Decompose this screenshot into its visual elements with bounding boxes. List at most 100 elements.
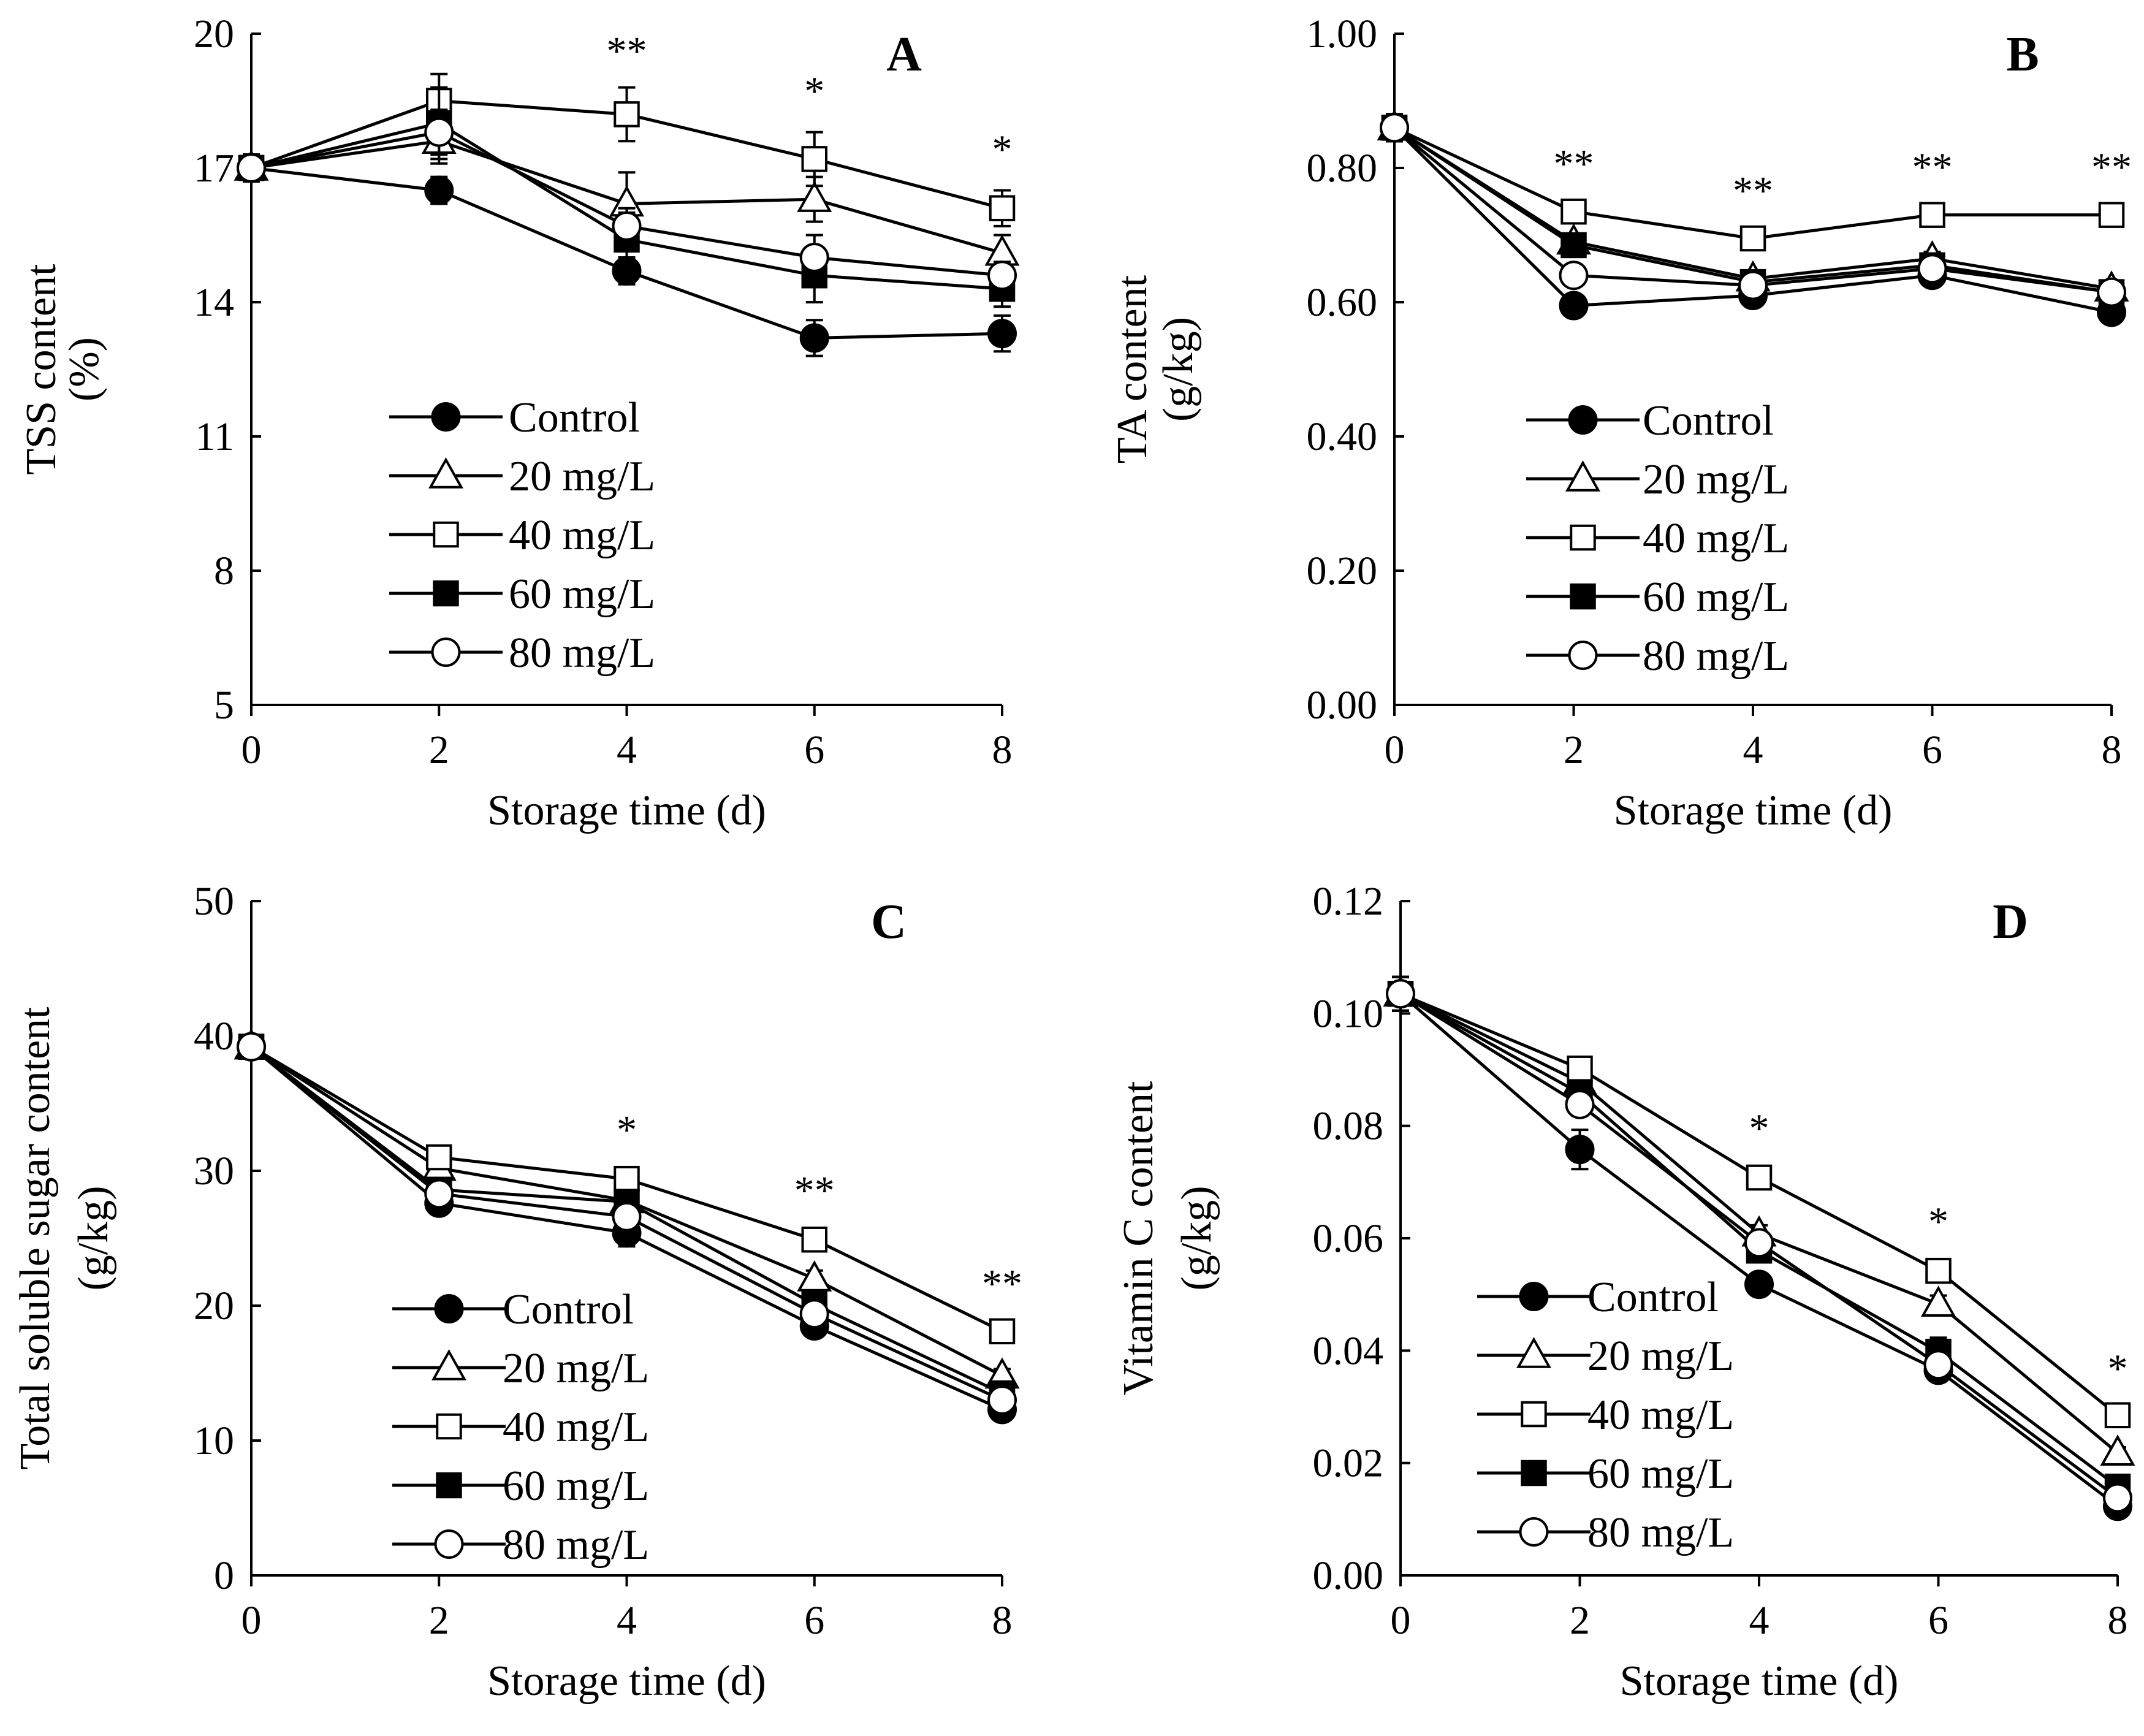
data-point	[1738, 270, 1768, 300]
legend: Control 20 mg/L 40 mg/L 60 mg/L 80 mg/L	[389, 394, 655, 677]
data-point	[801, 1226, 827, 1253]
legend-item: Control	[1526, 397, 1774, 444]
data-point	[799, 323, 829, 353]
data-point	[1559, 291, 1589, 321]
y-axis-title-line: (%)	[61, 337, 108, 402]
legend-item: Control	[392, 1286, 634, 1333]
x-axis-title: Storage time (d)	[487, 1658, 766, 1705]
x-tick-label: 4	[1743, 728, 1763, 772]
data-point	[797, 1260, 832, 1292]
significance-mark: **	[794, 1168, 835, 1213]
legend-marker	[434, 1529, 464, 1559]
legend-item: 80 mg/L	[1526, 633, 1789, 680]
legend-item: 60 mg/L	[392, 1463, 649, 1510]
legend-label: 80 mg/L	[1643, 633, 1789, 680]
data-point	[1925, 1257, 1952, 1284]
legend-item: 40 mg/L	[392, 1404, 649, 1451]
x-tick-label: 8	[2102, 728, 2122, 772]
data-point	[2098, 202, 2125, 228]
data-point	[1565, 1135, 1595, 1165]
series-line	[1400, 992, 2119, 1417]
legend-marker	[1570, 583, 1596, 610]
y-tick-label: 20	[194, 12, 234, 56]
legend-label: 20 mg/L	[1643, 456, 1789, 503]
legend-marker	[1519, 1517, 1549, 1547]
legend-label: Control	[509, 394, 640, 441]
x-tick-label: 4	[1749, 1598, 1770, 1643]
legend-marker	[1570, 524, 1596, 551]
data-point	[987, 319, 1017, 349]
data-point	[1744, 1228, 1774, 1258]
y-axis-title-line: (g/kg)	[1155, 317, 1202, 422]
y-tick-label: 20	[194, 1284, 234, 1328]
x-tick-label: 6	[804, 728, 824, 772]
y-axis-title-line: Vitamin C content	[1115, 1081, 1162, 1395]
significance-mark: *	[804, 69, 824, 114]
legend-marker	[428, 457, 463, 489]
legend-item: 60 mg/L	[389, 571, 655, 618]
x-axis-title: Storage time (d)	[487, 787, 766, 834]
y-tick-label: 0.80	[1307, 146, 1378, 191]
x-tick-label: 6	[1922, 728, 1942, 772]
chart-panel-b: 0.00 0.20 0.40 0.60 0.80 1.00 0 2 4 6 8 Storage tim…	[1109, 12, 2132, 834]
significance-mark: **	[2091, 145, 2132, 190]
data-point	[237, 1032, 266, 1062]
series-80-mg-l	[1380, 113, 2126, 307]
data-point	[1739, 225, 1766, 252]
data-point	[2097, 277, 2126, 307]
legend-marker	[434, 1294, 464, 1323]
y-tick-label: 11	[195, 414, 234, 459]
data-point	[1567, 1055, 1593, 1082]
y-tick-label: 50	[194, 879, 234, 924]
data-point	[612, 211, 642, 241]
data-point	[1380, 113, 1409, 143]
y-tick-label: 0.02	[1313, 1441, 1384, 1486]
legend-label: 40 mg/L	[509, 512, 655, 559]
data-point	[614, 1165, 640, 1192]
x-tick-label: 6	[1928, 1598, 1948, 1643]
x-tick-label: 2	[429, 1598, 449, 1643]
significance-mark: *	[2108, 1347, 2128, 1391]
x-tick-label: 0	[241, 1598, 262, 1643]
data-point	[1565, 1089, 1595, 1119]
y-tick-label: 0.08	[1313, 1104, 1384, 1149]
significance-mark: **	[982, 1262, 1022, 1306]
y-tick-label: 0.00	[1313, 1553, 1384, 1598]
legend-marker	[1521, 1460, 1547, 1487]
legend: Control 20 mg/L 40 mg/L 60 mg/L 80 mg/L	[1526, 397, 1789, 680]
legend-marker	[433, 521, 459, 548]
data-point	[1919, 202, 1945, 228]
legend-item: 40 mg/L	[1477, 1391, 1734, 1439]
y-tick-label: 17	[194, 146, 234, 191]
x-axis-title: Storage time (d)	[1620, 1658, 1899, 1705]
y-tick-label: 1.00	[1307, 12, 1378, 56]
panel-letter: D	[1993, 895, 2028, 949]
legend-marker	[1568, 641, 1598, 670]
data-point	[237, 153, 266, 183]
data-point	[2104, 1402, 2131, 1428]
y-tick-label: 30	[194, 1149, 234, 1194]
legend-label: 60 mg/L	[509, 571, 655, 618]
chart-panel-a: 5 8 11 14 17 20 0 2 4 6 8 Storage time (d) TSS conte…	[18, 12, 1020, 834]
legend-label: 40 mg/L	[503, 1404, 649, 1451]
data-point	[799, 243, 829, 272]
data-point	[2100, 1434, 2135, 1466]
legend-item: 20 mg/L	[392, 1345, 649, 1392]
x-tick-label: 8	[992, 1598, 1013, 1643]
legend-item: 60 mg/L	[1526, 574, 1789, 621]
chart-panel-d: 0.00 0.02 0.04 0.06 0.08 0.10 0.12 0 2 4 6 8 Storage…	[1115, 879, 2135, 1705]
y-tick-label: 0.00	[1307, 683, 1378, 728]
legend-marker	[1521, 1401, 1547, 1428]
series-80-mg-l	[1386, 975, 2132, 1513]
significance-mark: **	[1554, 142, 1594, 186]
panel-letter: C	[871, 895, 907, 949]
legend-label: Control	[1587, 1274, 1719, 1321]
y-tick-label: 40	[194, 1014, 234, 1059]
significance-mark: *	[617, 1108, 637, 1152]
legend-item: Control	[389, 394, 640, 441]
data-point	[797, 181, 832, 212]
y-axis-title-line: (g/kg)	[1173, 1186, 1220, 1290]
chart-panel-c: 0 10 20 30 40 50 0 2 4 6 8 Storage time (d) Total so…	[12, 879, 1022, 1705]
y-tick-label: 0.60	[1307, 280, 1378, 325]
